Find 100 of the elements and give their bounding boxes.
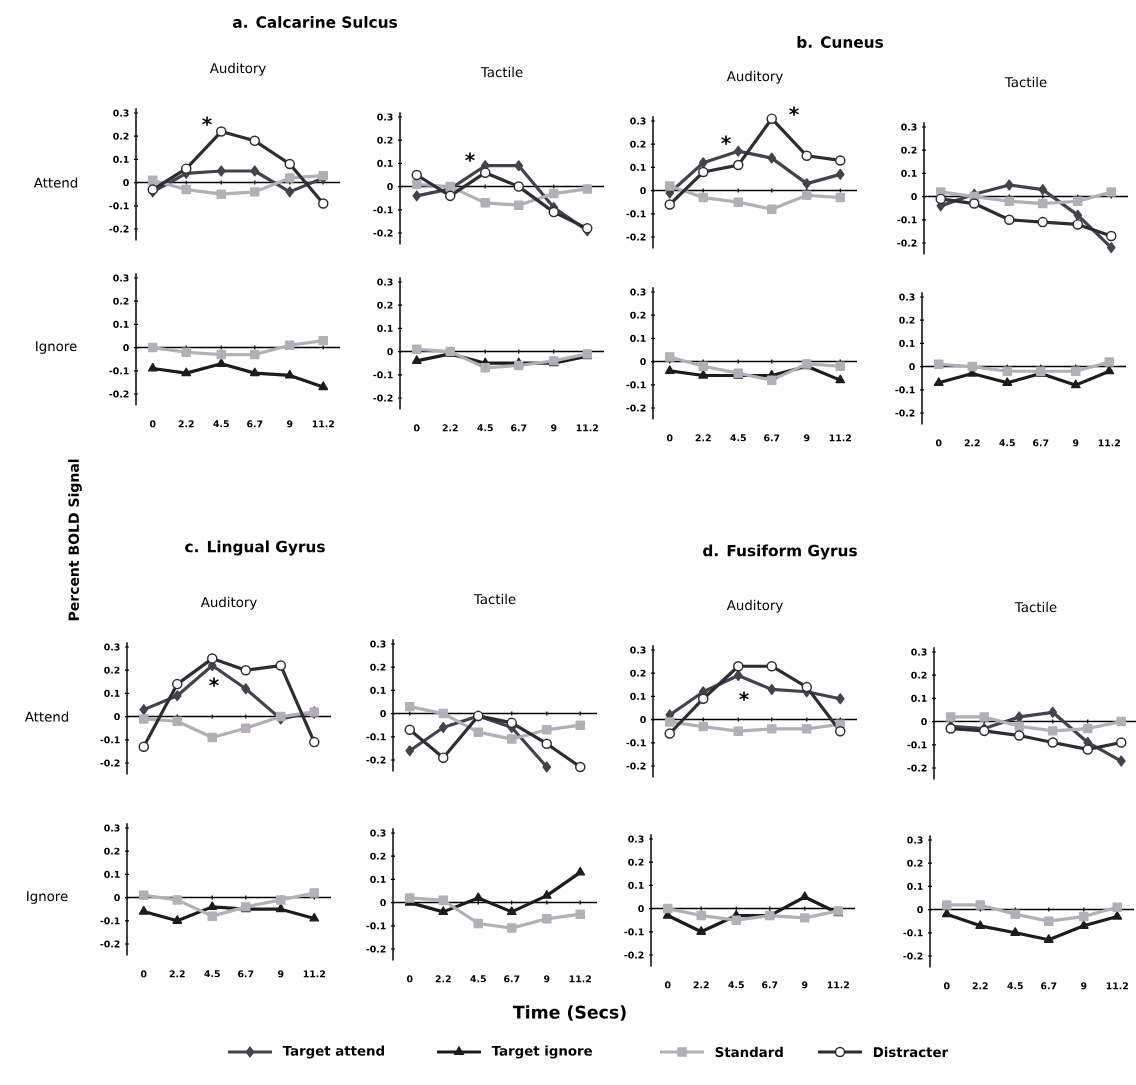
y-tick-label: 0.3 bbox=[630, 288, 646, 296]
y-tick-label: -0.1 bbox=[109, 202, 129, 210]
y-tick-label: -0.2 bbox=[897, 239, 917, 247]
y-tick-label: 0.2 bbox=[899, 316, 915, 324]
y-tick-label: -0.1 bbox=[897, 216, 917, 224]
x-tick-label: 4.5 bbox=[204, 970, 220, 978]
x-tick-label: 6.7 bbox=[762, 981, 778, 989]
y-tick-label: -0.2 bbox=[366, 945, 386, 953]
x-tick-label: 11.2 bbox=[1106, 982, 1128, 990]
y-tick-label: 0 bbox=[911, 193, 917, 201]
y-tick-label: 0.3 bbox=[899, 293, 915, 301]
y-tick-label: -0.1 bbox=[624, 928, 644, 936]
y-tick-label: -0.1 bbox=[373, 206, 393, 214]
x-tick-label: 9 bbox=[1081, 982, 1087, 990]
chart-subtitle: Auditory bbox=[726, 70, 783, 84]
chart-subtitle: Tactile bbox=[473, 593, 516, 605]
x-tick-label: 6.7 bbox=[247, 420, 263, 428]
text: Time (Secs) bbox=[512, 1005, 626, 1021]
y-tick-label: 0 bbox=[380, 710, 386, 718]
y-tick-label: -0.2 bbox=[109, 390, 129, 398]
x-tick-label: 4.5 bbox=[728, 981, 744, 989]
y-tick-label: 0.1 bbox=[113, 155, 129, 163]
y-tick-label: -0.1 bbox=[100, 736, 120, 744]
y-tick-label: 0.3 bbox=[630, 646, 646, 654]
x-tick-label: 0 bbox=[664, 981, 671, 989]
y-tick-label: 0.3 bbox=[911, 648, 927, 656]
x-tick-label: 2.2 bbox=[964, 439, 980, 447]
y-tick-label: 0.2 bbox=[370, 663, 386, 671]
x-tick-label: 6.7 bbox=[504, 975, 520, 983]
y-tick-label: -0.1 bbox=[100, 917, 120, 925]
y-tick-label: 0.2 bbox=[113, 297, 129, 305]
y-tick-label: 0.2 bbox=[628, 858, 644, 866]
y-tick-label: -0.1 bbox=[895, 386, 915, 394]
x-tick-label: 2.2 bbox=[442, 424, 458, 432]
x-tick-label: 11.2 bbox=[312, 420, 334, 428]
y-tick-label: 0.2 bbox=[377, 136, 393, 144]
y-tick-label: 0.3 bbox=[370, 829, 386, 837]
y-tick-label: 0 bbox=[640, 358, 646, 366]
x-tick-label: 2.2 bbox=[169, 970, 185, 978]
y-tick-label: -0.2 bbox=[626, 233, 646, 241]
y-tick-label: -0.1 bbox=[626, 210, 646, 218]
y-tick-label: 0 bbox=[638, 905, 644, 913]
x-tick-label: 0 bbox=[140, 970, 147, 978]
y-tick-label: -0.2 bbox=[903, 952, 923, 960]
y-tick-label: -0.2 bbox=[895, 409, 915, 417]
y-tick-label: 0 bbox=[380, 899, 386, 907]
y-tick-label: -0.2 bbox=[100, 759, 120, 767]
chart-subtitle: Auditory bbox=[726, 599, 783, 613]
chart-title: d. Fusiform Gyrus bbox=[703, 544, 857, 560]
y-tick-label: 0.2 bbox=[901, 146, 917, 154]
y-tick-label: -0.2 bbox=[373, 229, 393, 237]
y-tick-label: -0.1 bbox=[626, 381, 646, 389]
x-tick-label: 4.5 bbox=[999, 439, 1015, 447]
y-tick-label: 0.1 bbox=[630, 692, 646, 700]
x-tick-label: 9 bbox=[544, 975, 550, 983]
y-axis-title: Attend bbox=[24, 711, 69, 722]
legend-label: Standard bbox=[715, 1046, 783, 1058]
y-tick-label: -0.2 bbox=[624, 951, 644, 959]
y-tick-label: 0.3 bbox=[377, 278, 393, 286]
annotation: * bbox=[721, 135, 731, 145]
y-tick-label: 0 bbox=[640, 187, 646, 195]
y-tick-label: 0.1 bbox=[907, 882, 923, 890]
x-tick-label: 9 bbox=[551, 424, 557, 432]
legend-label: Target ignore bbox=[491, 1045, 593, 1059]
y-tick-label: 0.2 bbox=[630, 669, 646, 677]
legend-label: Distracter bbox=[873, 1046, 949, 1058]
y-tick-label: -0.2 bbox=[907, 764, 927, 772]
chart-title: c. Lingual Gyrus bbox=[185, 540, 325, 556]
y-tick-label: -0.2 bbox=[626, 404, 646, 412]
y-tick-label: -0.2 bbox=[109, 225, 129, 233]
x-tick-label: 9 bbox=[802, 981, 808, 989]
y-tick-label: -0.1 bbox=[907, 741, 927, 749]
x-tick-label: 0 bbox=[413, 424, 420, 432]
x-tick-label: 11.2 bbox=[303, 970, 325, 978]
x-tick-label: 9 bbox=[1073, 439, 1079, 447]
y-tick-label: 0 bbox=[387, 348, 393, 356]
y-tick-label: 0.2 bbox=[370, 852, 386, 860]
y-tick-label: 0.3 bbox=[104, 824, 120, 832]
y-tick-label: -0.2 bbox=[366, 756, 386, 764]
x-tick-label: 4.5 bbox=[477, 424, 493, 432]
y-tick-label: 0.3 bbox=[104, 643, 120, 651]
x-tick-label: 9 bbox=[287, 420, 293, 428]
y-tick-label: 0.1 bbox=[113, 320, 129, 328]
y-tick-label: 0.1 bbox=[377, 159, 393, 167]
y-tick-label: 0.2 bbox=[911, 671, 927, 679]
y-tick-label: 0.2 bbox=[113, 132, 129, 140]
annotation: * bbox=[465, 152, 475, 162]
y-tick-label: -0.1 bbox=[903, 929, 923, 937]
x-tick-label: 6.7 bbox=[1041, 982, 1057, 990]
y-tick-label: 0 bbox=[387, 183, 393, 191]
y-tick-label: 0.2 bbox=[377, 301, 393, 309]
x-tick-label: 4.5 bbox=[470, 975, 486, 983]
y-tick-label: -0.2 bbox=[626, 762, 646, 770]
y-tick-label: 0.3 bbox=[907, 836, 923, 844]
y-tick-label: 0.1 bbox=[630, 163, 646, 171]
chart-title: a. Calcarine Sulcus bbox=[232, 16, 397, 28]
y-axis-title: Attend bbox=[33, 177, 78, 188]
y-tick-label: 0 bbox=[921, 718, 927, 726]
y-tick-label: 0.3 bbox=[377, 113, 393, 121]
chart-subtitle: Tactile bbox=[480, 66, 523, 78]
